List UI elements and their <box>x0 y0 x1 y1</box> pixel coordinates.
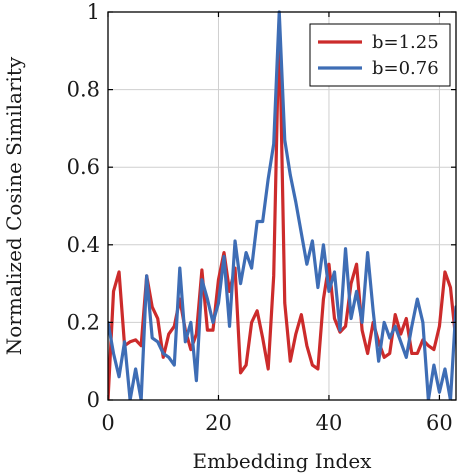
legend: b=1.25 b=0.76 <box>309 23 451 87</box>
series-line-2 <box>108 10 456 400</box>
legend-label: b=1.25 <box>372 32 439 53</box>
y-tick-label: 0.8 <box>67 78 100 102</box>
x-tick-label: 20 <box>205 411 232 435</box>
series-lines <box>108 10 456 400</box>
y-tick-label: 0.2 <box>67 310 100 334</box>
y-tick-label: 0.4 <box>67 233 100 257</box>
x-axis-label: Embedding Index <box>193 449 373 473</box>
y-tick-labels: 0 0.2 0.4 0.6 0.8 1 <box>67 0 100 412</box>
y-tick-label: 1 <box>87 0 100 24</box>
plot-frame <box>107 11 457 401</box>
axis-ticks <box>107 11 456 401</box>
x-tick-label: 40 <box>316 411 343 435</box>
y-tick-label: 0 <box>87 388 100 412</box>
x-tick-labels: 0 20 40 60 <box>101 411 452 435</box>
legend-box <box>309 23 451 87</box>
y-axis-label: Normalized Cosine Similarity <box>2 56 26 355</box>
y-tick-label: 0.6 <box>67 155 100 179</box>
x-tick-label: 60 <box>426 411 453 435</box>
series-line-1 <box>108 14 456 400</box>
x-tick-label: 0 <box>101 411 114 435</box>
legend-label: b=0.76 <box>372 58 439 79</box>
